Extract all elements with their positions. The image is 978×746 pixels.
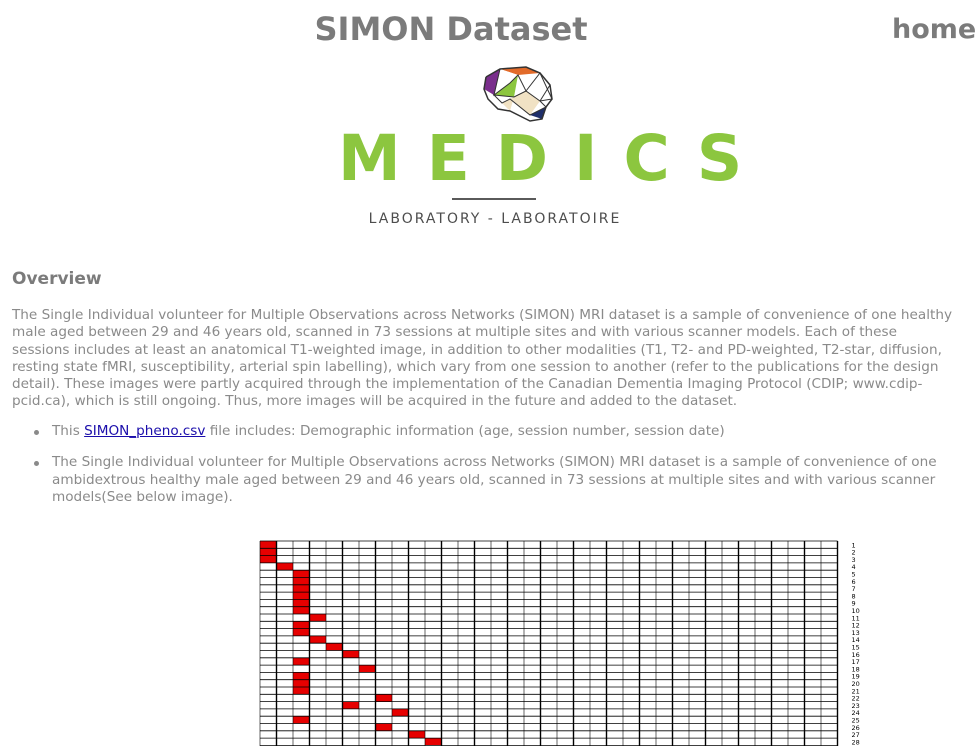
grid-cell-filled — [408, 730, 425, 739]
grid-row-label: 23 — [852, 702, 860, 710]
grid-row-label: 13 — [852, 629, 860, 637]
grid-row-label: 15 — [852, 644, 860, 652]
grid-row-label: 10 — [852, 607, 860, 615]
logo-wordmark: MEDICS — [338, 122, 769, 195]
list-item: The Single Individual volunteer for Mult… — [12, 454, 956, 506]
bullet-icon — [34, 430, 39, 435]
grid-row-label: 24 — [852, 709, 860, 717]
logo-subtitle: LABORATORY - LABORATOIRE — [368, 211, 622, 227]
grid-cell-filled — [425, 738, 442, 746]
grid-row-label: 18 — [852, 665, 860, 673]
grid-row-label: 20 — [852, 680, 860, 688]
info-list: This SIMON_pheno.csv file includes: Demo… — [12, 423, 956, 520]
grid-row-label: 12 — [852, 622, 860, 630]
grid-cell-filled — [293, 716, 310, 724]
grid-row-label: 1 — [852, 541, 856, 549]
grid-cell-filled — [392, 708, 409, 717]
grid-cell-filled — [293, 577, 310, 585]
grid-row-label: 4 — [852, 563, 856, 571]
grid-row-label: 11 — [852, 614, 860, 622]
grid-cell-filled — [293, 672, 310, 680]
grid-row-label: 6 — [852, 578, 856, 586]
grid-row-label: 7 — [852, 585, 856, 593]
grid-row-label: 5 — [852, 571, 856, 579]
grid-row-label: 8 — [852, 592, 856, 600]
grid-cell-filled — [293, 584, 310, 593]
overview-heading: Overview — [12, 269, 102, 289]
item-text: The Single Individual volunteer for Mult… — [52, 454, 937, 505]
pheno-csv-link[interactable]: SIMON_pheno.csv — [84, 423, 206, 439]
grid-cell-filled — [276, 562, 293, 571]
bullet-icon — [34, 461, 39, 467]
grid-cell-filled — [260, 541, 277, 549]
grid-row-label: 3 — [852, 556, 856, 564]
grid-row-label: 22 — [852, 695, 860, 703]
grid-cell-filled — [293, 679, 310, 687]
grid-cell-filled — [293, 599, 310, 607]
grid-row-label: 21 — [852, 687, 860, 695]
item-prefix: This — [52, 423, 85, 439]
grid-cell-filled — [342, 701, 359, 709]
grid-cell-filled — [293, 657, 310, 666]
grid-row-label: 19 — [852, 673, 860, 681]
grid-cell-filled — [293, 606, 310, 614]
logo-divider — [452, 198, 536, 200]
item-suffix: file includes: Demographic information (… — [205, 423, 725, 439]
grid-cell-filled — [375, 723, 392, 731]
list-item: This SIMON_pheno.csv file includes: Demo… — [12, 423, 956, 440]
grid-cell-filled — [293, 592, 310, 600]
grid-cell-filled — [326, 643, 343, 651]
home-link[interactable]: home — [892, 14, 977, 45]
grid-cell-filled — [293, 621, 310, 629]
grid-cell-filled — [260, 548, 277, 556]
medics-logo: MEDICS LABORATORY - LABORATOIRE — [320, 60, 769, 235]
grid-cell-filled — [342, 650, 359, 658]
grid-row-label: 9 — [852, 600, 856, 608]
grid-cell-filled — [260, 555, 277, 563]
grid-cell-filled — [309, 614, 326, 622]
grid-row-label: 14 — [852, 636, 860, 644]
grid-cell-filled — [293, 628, 310, 636]
grid-row-label: 25 — [852, 717, 860, 725]
grid-row-label: 27 — [852, 731, 860, 739]
session-grid-image: 1234567891011121314151617181920212223242… — [259, 540, 860, 746]
overview-paragraph: The Single Individual volunteer for Mult… — [12, 307, 952, 410]
page-title: SIMON Dataset — [314, 10, 588, 48]
grid-row-label: 26 — [852, 724, 860, 732]
grid-row-label: 17 — [852, 658, 860, 666]
brain-logo-icon — [483, 66, 553, 122]
grid-cell-filled — [309, 635, 326, 644]
grid-cell-filled — [293, 570, 310, 578]
grid-cell-filled — [375, 694, 392, 702]
grid-cell-filled — [359, 665, 376, 673]
grid-row-label: 16 — [852, 651, 860, 659]
grid-row-label: 2 — [852, 549, 856, 557]
grid-row-label: 28 — [852, 738, 860, 746]
grid-cell-filled — [293, 687, 310, 695]
